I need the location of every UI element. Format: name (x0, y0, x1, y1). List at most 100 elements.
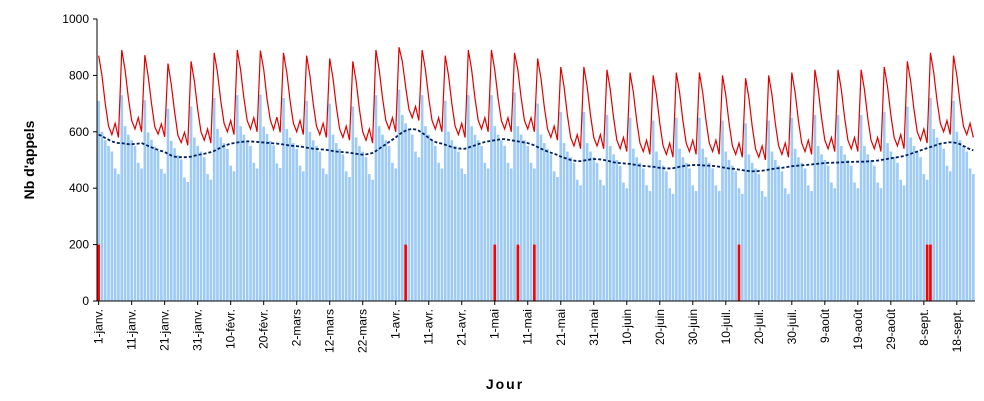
x-tick-label: 31-janv. (191, 309, 205, 351)
bar (354, 137, 358, 301)
bar (252, 162, 256, 301)
bar (166, 108, 170, 302)
bar (305, 100, 308, 301)
bar (678, 148, 681, 301)
bar (292, 143, 295, 301)
bar (206, 174, 209, 301)
bar (516, 126, 520, 301)
bar (334, 143, 338, 301)
bar (483, 162, 487, 301)
bar (707, 162, 711, 301)
bar (503, 145, 506, 301)
bar (777, 165, 780, 301)
x-tick-label: 10-févr. (224, 309, 238, 349)
bar (427, 134, 431, 301)
bar (467, 95, 470, 301)
bar (833, 188, 837, 301)
bar (793, 148, 797, 301)
bar (942, 148, 945, 301)
bar (509, 168, 513, 301)
bar (318, 151, 322, 301)
bar (589, 151, 592, 301)
bar (301, 171, 305, 301)
bar (496, 134, 500, 301)
bar (922, 174, 926, 301)
bar (341, 154, 345, 301)
bar (674, 117, 678, 301)
bar (285, 128, 289, 301)
x-tick-label: 1-janv. (92, 309, 106, 344)
bar (618, 165, 622, 301)
x-tick-label: 12-mars (323, 309, 337, 353)
bar (529, 162, 533, 301)
bar (371, 179, 374, 301)
bar (968, 168, 972, 301)
bar (519, 134, 523, 301)
bar (183, 177, 186, 301)
bar (869, 160, 873, 301)
bar (711, 168, 714, 301)
bar (569, 157, 572, 301)
bar (100, 131, 104, 301)
bar (367, 174, 371, 301)
bar (731, 165, 734, 301)
bar (216, 128, 219, 301)
bar (473, 134, 477, 301)
bar (361, 151, 365, 301)
bar (958, 140, 962, 301)
bar (516, 244, 520, 301)
bar (278, 167, 282, 301)
bar (110, 151, 114, 301)
bar (559, 112, 563, 301)
x-tick-label: 21-mai (554, 309, 568, 346)
bar (311, 140, 315, 301)
bar (899, 179, 903, 301)
bar (579, 185, 582, 301)
x-tick-label: 20-juil. (752, 309, 766, 344)
y-axis-title: Nb d'appels (21, 120, 37, 199)
bar (665, 171, 668, 301)
bar (671, 193, 675, 301)
bar (288, 137, 292, 301)
bar (760, 191, 764, 301)
x-tick-label: 2-mars (290, 309, 304, 346)
bar (262, 126, 266, 301)
bar (348, 176, 351, 301)
bar (500, 140, 503, 301)
bar (701, 148, 705, 301)
x-tick-label: 11-avr. (422, 309, 436, 345)
trend-line (98, 128, 974, 173)
bar (212, 97, 216, 302)
bar (397, 89, 401, 301)
bar (127, 134, 130, 301)
bar (113, 168, 117, 301)
bar (325, 174, 328, 301)
bar (783, 188, 787, 301)
bar (384, 140, 388, 301)
x-tick-label: 1-mai (488, 309, 502, 339)
x-tick-label: 18-sept. (950, 309, 964, 352)
bar (698, 117, 701, 301)
bar (820, 154, 823, 301)
bar (97, 244, 100, 301)
x-tick-label: 30-juin (686, 309, 700, 345)
bar (972, 174, 975, 301)
x-tick-label: 21-janv. (158, 309, 172, 351)
bar (628, 117, 632, 301)
bar (826, 165, 830, 301)
bar (447, 131, 450, 301)
bar (562, 143, 566, 301)
bar (552, 171, 556, 301)
bar (915, 151, 919, 301)
bar (780, 171, 784, 301)
y-tick-label: 600 (69, 125, 89, 139)
y-tick-label: 1000 (62, 12, 89, 26)
bar (490, 95, 493, 301)
bar (235, 95, 239, 301)
bar (764, 196, 767, 301)
bar (962, 145, 965, 301)
bar (863, 145, 866, 301)
bar (140, 168, 143, 301)
bar (902, 185, 906, 301)
x-tick-label: 31-mai (587, 309, 601, 346)
